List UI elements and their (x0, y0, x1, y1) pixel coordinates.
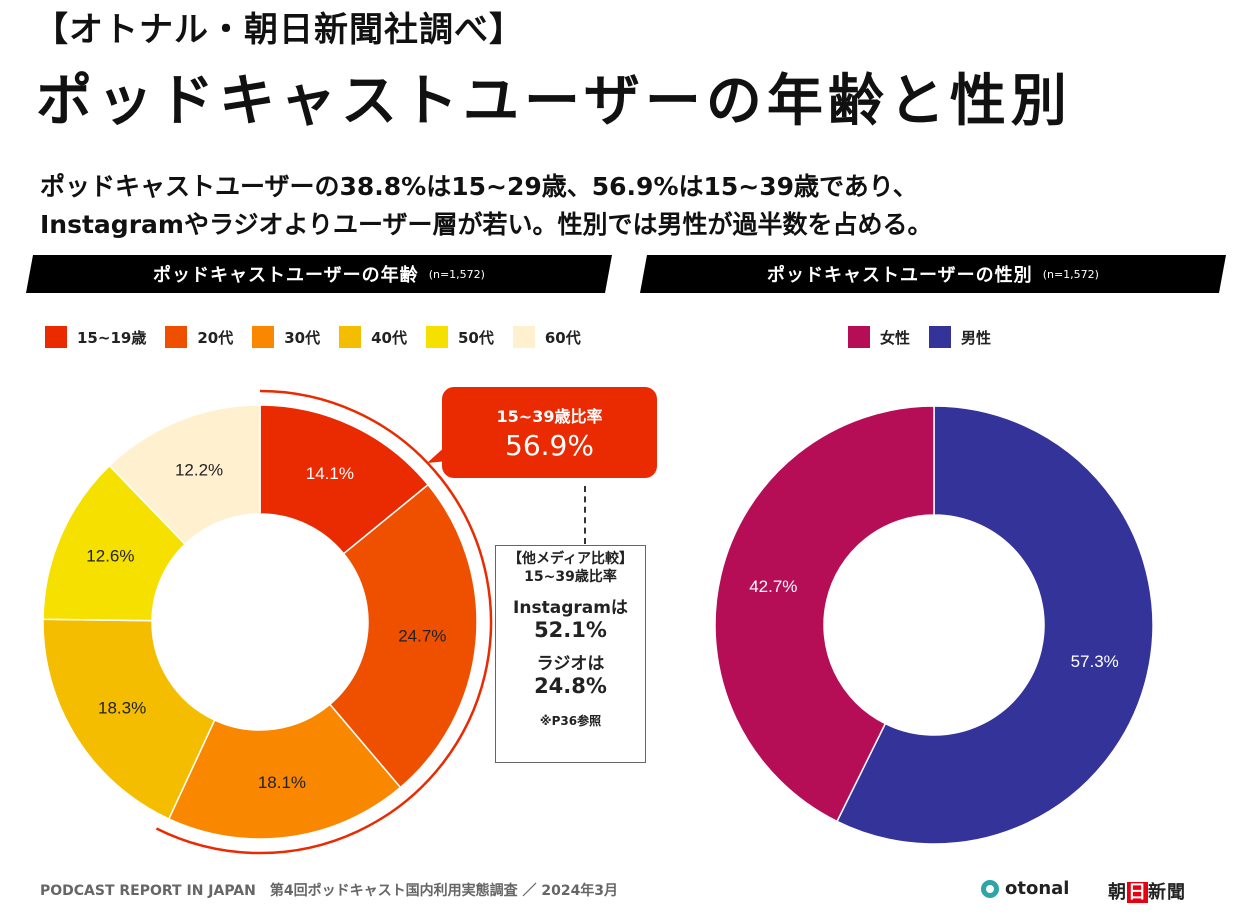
gender-slice-0 (836, 405, 1154, 845)
dashed-connector (584, 486, 586, 544)
age-label-1: 24.7% (398, 626, 446, 645)
gender-donut-chart: 57.3% 42.7% (714, 405, 1154, 845)
gender-legend-label: 女性 (880, 328, 911, 347)
age-sample-size: (n=1,572) (428, 267, 485, 281)
age-legend-swatch (165, 326, 188, 348)
summary-text: ポッドキャストユーザーの38.8%は15~29歳、56.9%は15~39歳であり… (40, 168, 932, 244)
age-ratio-callout: 15~39歳比率 56.9% (442, 387, 657, 478)
gender-legend-label: 男性 (961, 328, 992, 347)
gender-legend-swatch (848, 326, 870, 348)
callout-label: 15~39歳比率 (496, 407, 603, 426)
age-legend-swatch (425, 326, 448, 348)
gender-legend-item: 男性 (929, 326, 991, 348)
gender-legend-item: 女性 (848, 326, 910, 348)
age-label-5: 12.2% (175, 460, 223, 479)
compare-heading-1: 【他メディア比較】 (507, 551, 634, 567)
age-legend-label: 40代 (371, 328, 407, 347)
age-slice-1 (328, 483, 478, 789)
page-title: ポッドキャストユーザーの年齢と性別 (36, 69, 1072, 134)
footer-text: PODCAST REPORT IN JAPAN 第4回ポッドキャスト国内利用実態… (40, 883, 619, 899)
asahi-logo-part-2: 日 (1127, 882, 1148, 903)
age-section-title: ポッドキャストユーザーの年齢 (153, 265, 419, 286)
gender-sample-size: (n=1,572) (1042, 267, 1099, 281)
asahi-logo-part-3: 新聞 (1148, 882, 1186, 903)
instagram-label: Instagramは (513, 598, 628, 618)
age-legend-swatch (339, 326, 362, 348)
media-comparison-box: 【他メディア比較】 15~39歳比率 Instagramは 52.1% ラジオは… (495, 545, 646, 763)
age-highlight-arc (155, 389, 493, 855)
gender-slice-1 (714, 405, 935, 823)
age-legend-label: 50代 (457, 328, 494, 347)
age-slice-3 (42, 618, 216, 820)
age-slice-2 (167, 703, 402, 840)
age-legend: 15~19歳 20代 30代 40代 50代 60代 (45, 326, 600, 348)
gender-section-title: ポッドキャストユーザーの性別 (767, 265, 1033, 286)
otonal-ring-icon (981, 879, 999, 898)
age-label-3: 18.3% (98, 698, 146, 717)
gender-label-0: 57.3% (1071, 652, 1119, 671)
source-tag: 【オトナル・朝日新聞社調べ】 (34, 10, 524, 50)
age-legend-item: 40代 (339, 326, 407, 348)
gender-legend-swatch (929, 326, 952, 348)
age-label-2: 18.1% (258, 773, 306, 792)
asahi-logo-part-1: 朝 (1108, 882, 1127, 903)
gender-section-header: ポッドキャストユーザーの性別 (n=1,572) (640, 255, 1226, 293)
otonal-logo: otonal (981, 878, 1069, 899)
age-slice-5 (108, 404, 261, 546)
callout-value: 56.9% (505, 429, 594, 462)
age-legend-swatch (252, 326, 275, 348)
age-legend-label: 60代 (544, 328, 581, 347)
age-legend-item: 20代 (165, 326, 233, 348)
age-section-header: ポッドキャストユーザーの年齢 (n=1,572) (26, 255, 612, 293)
radio-label: ラジオは (536, 654, 605, 674)
summary-line-2: Instagramやラジオよりユーザー層が若い。性別では男性が過半数を占める。 (40, 210, 933, 239)
asahi-logo: 朝日新聞 (1108, 878, 1186, 904)
age-legend-item: 50代 (425, 326, 494, 348)
instagram-value: 52.1% (534, 618, 607, 642)
age-label-0: 14.1% (306, 464, 354, 483)
compare-heading-2: 15~39歳比率 (524, 569, 617, 585)
gender-legend: 女性 男性 (848, 326, 1010, 348)
age-legend-label: 15~19歳 (77, 328, 147, 347)
age-legend-label: 20代 (197, 328, 234, 347)
compare-note: ※P36参照 (539, 714, 602, 728)
age-legend-item: 30代 (252, 326, 320, 348)
gender-label-1: 42.7% (749, 577, 797, 596)
summary-line-1: ポッドキャストユーザーの38.8%は15~29歳、56.9%は15~39歳であり… (40, 172, 918, 201)
age-legend-item: 60代 (512, 326, 581, 348)
radio-value: 24.8% (534, 674, 607, 698)
age-donut-chart: 14.1% 24.7% 18.1% 18.3% 12.6% 12.2% (42, 389, 493, 855)
age-legend-swatch (45, 326, 67, 348)
age-label-4: 12.6% (86, 547, 134, 566)
age-legend-item: 15~19歳 (45, 326, 146, 348)
age-legend-swatch (512, 326, 535, 348)
age-legend-label: 30代 (284, 328, 321, 347)
otonal-logo-text: otonal (1005, 878, 1070, 899)
